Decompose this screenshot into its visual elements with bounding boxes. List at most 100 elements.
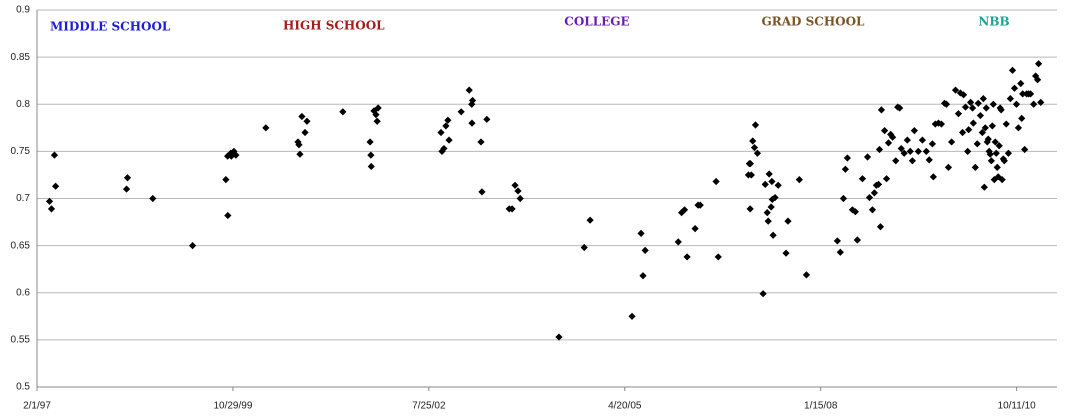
point <box>961 103 970 111</box>
point <box>483 115 491 123</box>
point <box>944 163 953 171</box>
point <box>774 181 782 189</box>
point <box>122 185 131 193</box>
point <box>188 242 197 250</box>
point <box>746 205 754 213</box>
point <box>761 180 769 188</box>
point <box>784 217 792 225</box>
point <box>224 211 232 220</box>
y-tick-label: 0.85 <box>11 52 31 63</box>
point <box>1000 157 1008 165</box>
point <box>906 147 914 155</box>
point <box>295 141 303 149</box>
point <box>981 124 989 132</box>
point <box>896 104 904 112</box>
point <box>366 138 374 146</box>
point <box>751 121 760 129</box>
point <box>865 193 874 202</box>
point <box>586 216 594 224</box>
point <box>1018 114 1026 122</box>
point <box>759 290 767 298</box>
point <box>956 89 965 97</box>
point <box>222 176 230 184</box>
point <box>674 238 682 246</box>
point <box>795 176 803 184</box>
y-tick-label: 0.65 <box>11 240 31 251</box>
point <box>296 150 304 158</box>
point <box>987 157 995 165</box>
point <box>965 126 973 134</box>
point <box>1002 120 1010 128</box>
y-tick-label: 0.9 <box>16 5 30 16</box>
point <box>925 156 933 164</box>
point <box>979 94 987 103</box>
point <box>802 271 811 279</box>
point <box>52 182 60 190</box>
point <box>988 122 996 130</box>
point <box>966 98 975 106</box>
point <box>628 312 636 320</box>
point <box>47 205 56 213</box>
point <box>1012 100 1021 108</box>
point <box>986 150 994 158</box>
point <box>750 144 759 152</box>
annotation: NBB <box>978 15 1009 29</box>
point <box>714 253 722 261</box>
point <box>149 194 157 203</box>
point <box>680 206 689 214</box>
point <box>968 104 977 112</box>
point <box>1008 66 1017 74</box>
point <box>993 163 1001 171</box>
point <box>768 177 776 186</box>
point <box>691 225 699 233</box>
point <box>982 104 990 112</box>
point <box>974 99 982 107</box>
point <box>465 86 473 94</box>
point <box>900 149 908 157</box>
point <box>942 100 951 108</box>
point <box>232 151 240 159</box>
point <box>782 249 790 257</box>
point <box>477 138 485 146</box>
x-tick-label: 2/1/97 <box>23 401 51 412</box>
point <box>874 180 883 188</box>
point <box>1019 90 1027 98</box>
point <box>964 147 972 155</box>
point <box>897 144 905 153</box>
point <box>998 176 1006 184</box>
point <box>858 175 867 183</box>
point <box>641 246 649 254</box>
point <box>929 173 937 181</box>
point <box>457 108 465 116</box>
x-tick-label: 1/15/08 <box>804 401 838 412</box>
point <box>976 111 984 120</box>
point <box>339 108 347 116</box>
point <box>367 162 375 171</box>
x-tick-label: 4/20/05 <box>608 401 642 412</box>
point <box>918 136 926 144</box>
point <box>637 229 645 237</box>
point <box>1010 84 1019 92</box>
point <box>511 181 519 189</box>
point <box>298 112 306 121</box>
annotation: COLLEGE <box>564 15 629 29</box>
point <box>922 147 930 155</box>
point <box>914 147 922 155</box>
point <box>639 272 647 280</box>
point <box>445 136 453 144</box>
point <box>851 208 859 216</box>
point <box>892 157 900 165</box>
point <box>884 139 893 147</box>
point <box>877 106 886 114</box>
point <box>980 183 988 191</box>
x-tick-label: 10/11/10 <box>998 401 1037 412</box>
point <box>769 231 777 239</box>
point <box>853 236 861 244</box>
point <box>990 176 998 184</box>
point <box>514 187 522 195</box>
point <box>555 333 563 341</box>
point <box>765 170 773 178</box>
point <box>749 137 757 145</box>
point <box>833 237 841 245</box>
point <box>937 120 946 128</box>
